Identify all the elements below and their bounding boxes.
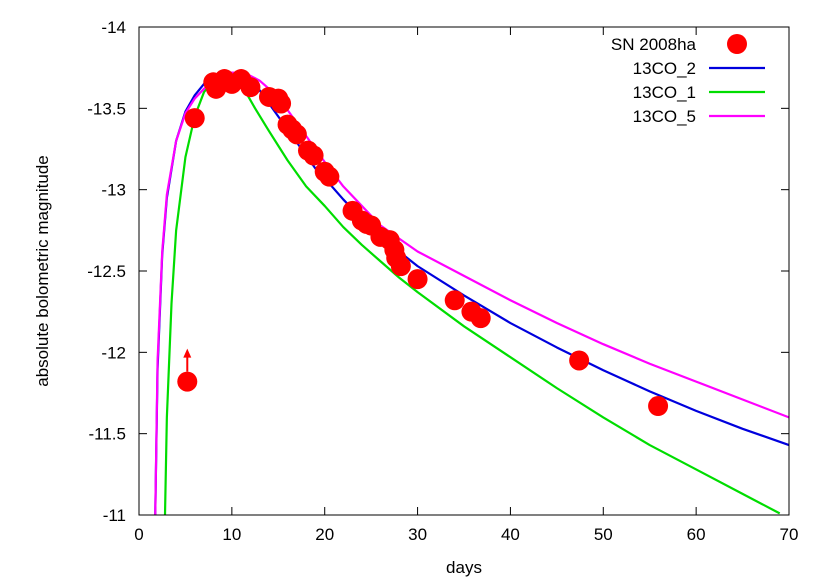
legend-label-13CO_5: 13CO_5 bbox=[633, 107, 696, 126]
data-points bbox=[177, 69, 669, 417]
legend-label-13CO_2: 13CO_2 bbox=[633, 59, 696, 78]
series-line-13CO_2 bbox=[154, 71, 789, 515]
axes: 0 10 20 30 40 50 60 70 -14 -13.5 -13 -12.5 -12 -11.5 -… bbox=[87, 18, 798, 544]
x-tick-label-0: 0 bbox=[134, 525, 143, 544]
data-point-25 bbox=[390, 256, 411, 277]
series-line-13CO_1 bbox=[163, 74, 781, 515]
data-point-0 bbox=[184, 108, 205, 129]
data-point-27 bbox=[444, 290, 465, 311]
legend-label-SN 2008ha: SN 2008ha bbox=[611, 35, 697, 54]
x-tick-label-40: 40 bbox=[501, 525, 520, 544]
data-point-16 bbox=[319, 166, 340, 187]
y-tick-label--11: -11 bbox=[103, 506, 126, 525]
data-point-9 bbox=[271, 93, 292, 114]
data-point-6 bbox=[240, 77, 261, 98]
y-tick-label--13: -13 bbox=[101, 181, 126, 200]
y-tick-label--14: -14 bbox=[101, 18, 126, 37]
limit-arrow-head-0 bbox=[183, 348, 192, 358]
limit-point-0 bbox=[177, 371, 198, 392]
x-axis-label: days bbox=[446, 558, 482, 577]
x-tick-label-10: 10 bbox=[222, 525, 241, 544]
y-axis-label: absolute bolometric magnitude bbox=[33, 155, 52, 387]
y-tick-label--13.5: -13.5 bbox=[87, 99, 126, 118]
data-point-29 bbox=[470, 308, 491, 329]
y-tick-label--12.5: -12.5 bbox=[87, 262, 126, 281]
x-tick-label-70: 70 bbox=[780, 525, 799, 544]
model-curves bbox=[154, 71, 789, 515]
data-point-31 bbox=[648, 396, 669, 417]
series-line-13CO_5 bbox=[154, 71, 789, 515]
x-tick-label-30: 30 bbox=[408, 525, 427, 544]
data-point-26 bbox=[407, 269, 428, 290]
x-tick-label-50: 50 bbox=[594, 525, 613, 544]
data-point-14 bbox=[303, 145, 324, 166]
data-point-30 bbox=[569, 350, 590, 371]
x-tick-label-60: 60 bbox=[687, 525, 706, 544]
legend-label-13CO_1: 13CO_1 bbox=[633, 83, 696, 102]
y-tick-label--11.5: -11.5 bbox=[89, 425, 127, 444]
data-point-12 bbox=[286, 124, 307, 145]
y-tick-label--12: -12 bbox=[101, 343, 126, 362]
legend: SN 2008ha 13CO_2 13CO_1 13CO_5 bbox=[611, 34, 765, 126]
x-tick-label-20: 20 bbox=[315, 525, 334, 544]
legend-marker-SN 2008ha bbox=[727, 34, 747, 54]
